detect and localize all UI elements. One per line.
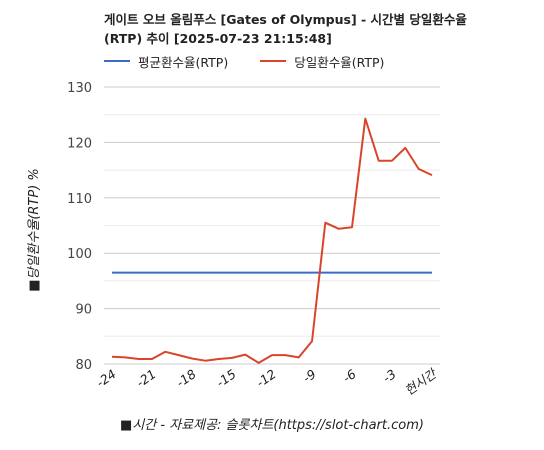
x-axis-label: ■시간 - 자료제공: 슬롯차트(https://slot-chart.com) [120, 418, 424, 433]
legend-label-average: 평균환수율(RTP) [138, 54, 229, 70]
y-axis-ticks: 130 120 110 100 90 80 [67, 81, 92, 373]
gridlines [104, 86, 440, 365]
x-axis-ticks: -24 -21 -18 -15 -12 -9 -6 -3 현시간 [93, 365, 440, 398]
legend-item-average[interactable]: 평균환수율(RTP) [104, 52, 228, 71]
chart-title-line-1: 게이트 오브 올림푸스 [Gates of Olympus] - 시간별 당일환… [104, 12, 467, 27]
y-tick-label: 100 [67, 247, 92, 262]
legend-swatch-average [104, 60, 130, 62]
x-tick-label: -6 [340, 366, 359, 385]
y-axis-label: ■당일환수율(RTP) % [27, 168, 42, 292]
series-line-daily [111, 117, 433, 364]
x-tick-label: 현시간 [402, 365, 440, 398]
y-tick-label: 110 [67, 192, 92, 207]
x-tick-label: -18 [173, 366, 198, 390]
x-tick-label: -12 [253, 366, 278, 390]
x-tick-label: -9 [300, 366, 319, 385]
x-tick-label: -21 [133, 366, 158, 390]
x-tick-label: -3 [380, 366, 399, 385]
x-tick-label: -24 [93, 366, 118, 390]
y-tick-label: 130 [67, 81, 92, 96]
legend-label-daily: 당일환수율(RTP) [294, 54, 385, 70]
legend-swatch-daily [260, 60, 287, 62]
x-tick-label: -15 [213, 366, 238, 390]
legend-item-daily[interactable]: 당일환수율(RTP) [260, 52, 384, 71]
y-tick-label: 90 [75, 303, 92, 318]
y-tick-label: 80 [75, 358, 92, 373]
chart-legend: 평균환수율(RTP) 당일환수율(RTP) [104, 52, 416, 70]
chart-title-line-2: (RTP) 추이 [2025-07-23 21:15:48] [104, 31, 332, 46]
y-tick-label: 120 [67, 136, 92, 151]
series-lines [111, 117, 433, 364]
chart-title: 게이트 오브 올림푸스 [Gates of Olympus] - 시간별 당일환… [104, 10, 524, 48]
